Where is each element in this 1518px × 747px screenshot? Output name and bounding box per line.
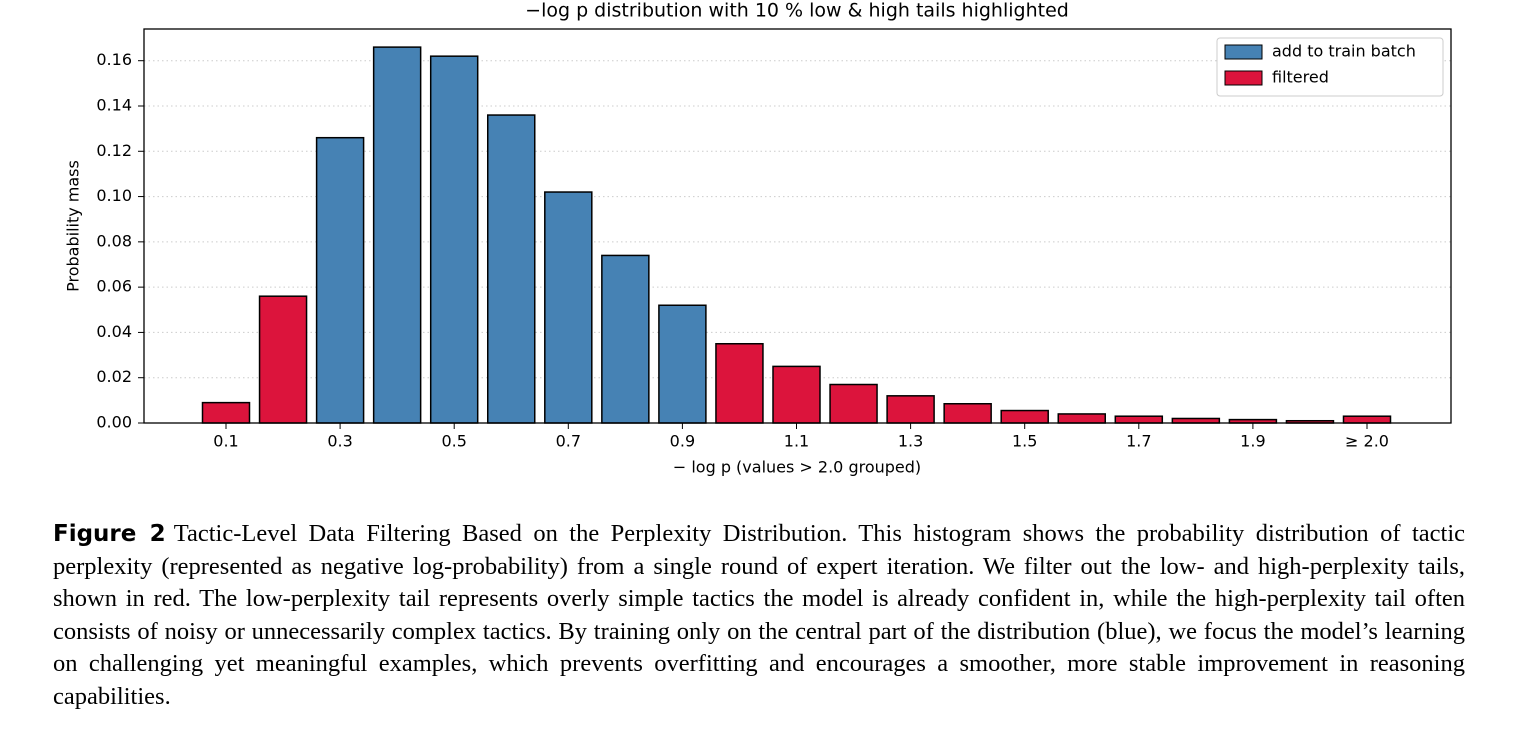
legend-label: add to train batch (1272, 42, 1416, 61)
legend-swatch (1224, 70, 1263, 86)
x-tick-label: 0.1 (213, 432, 238, 451)
bar (429, 55, 479, 424)
y-tick-label: 0.02 (96, 367, 132, 386)
bar (1057, 413, 1106, 424)
plot-frame (143, 28, 1452, 424)
x-tick-label: 1.9 (1240, 432, 1265, 451)
caption: Figure 2 Tactic-Level Data Filtering Base… (53, 518, 1465, 713)
x-tick-label: 1.3 (898, 432, 923, 451)
bar (772, 365, 821, 424)
x-tick-label: 0.7 (556, 432, 581, 451)
bar (487, 114, 536, 424)
bar (601, 254, 650, 424)
chart: −log p distribution with 10 % low & high… (64, 0, 1452, 477)
bar (829, 383, 878, 424)
x-tick-label: 0.3 (327, 432, 352, 451)
bar (201, 401, 251, 424)
legend-label: filtered (1272, 68, 1329, 87)
bar (1000, 409, 1049, 424)
bar (544, 191, 593, 424)
x-axis-label: − log p (values > 2.0 grouped) (673, 458, 921, 477)
x-tick-label: 0.5 (441, 432, 466, 451)
x-tick-label: 0.9 (670, 432, 695, 451)
bar (315, 136, 365, 424)
bar (886, 395, 935, 424)
x-tick-label: 1.1 (784, 432, 809, 451)
y-tick-label: 0.10 (96, 186, 132, 205)
bar (1342, 415, 1392, 424)
y-tick-label: 0.14 (96, 95, 132, 114)
y-tick-label: 0.08 (96, 231, 132, 250)
x-tick-label: 1.5 (1012, 432, 1037, 451)
x-tick-label: ≥ 2.0 (1345, 432, 1389, 451)
y-tick-label: 0.16 (96, 50, 132, 69)
bar (658, 304, 707, 424)
x-tick-label: 1.7 (1126, 432, 1151, 451)
y-tick-label: 0.12 (96, 141, 132, 160)
legend-swatch (1224, 44, 1263, 60)
y-tick-label: 0.06 (96, 277, 132, 296)
legend-box (1216, 37, 1444, 97)
bar (1114, 415, 1164, 424)
y-axis-label: Probability mass (64, 160, 83, 292)
bar (715, 342, 764, 424)
caption-text: Tactic-Level Data Filtering Based on the… (53, 520, 1465, 710)
bar (943, 403, 992, 424)
chart-title: −log p distribution with 10 % low & high… (525, 0, 1069, 22)
bar (258, 295, 308, 424)
y-tick-label: 0.04 (96, 322, 132, 341)
bar (1171, 417, 1221, 424)
caption-label: Figure 2 (53, 521, 166, 547)
y-tick-label: 0.00 (96, 413, 132, 432)
bar (372, 46, 422, 424)
